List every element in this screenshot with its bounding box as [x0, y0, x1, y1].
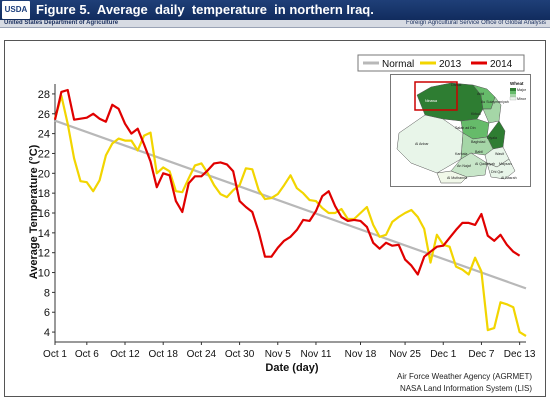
map-legend: Wheat Major Minor — [509, 81, 527, 101]
figure-title: Figure 5. Average daily temperature in n… — [36, 2, 374, 17]
x-tick-label: Oct 1 — [43, 349, 67, 360]
x-tick-label: Oct 30 — [225, 349, 255, 360]
svg-text:Dahuk: Dahuk — [451, 83, 462, 87]
y-tick-label: 8 — [44, 287, 50, 299]
svg-text:Diyala: Diyala — [487, 136, 497, 140]
legend: Normal 2013 2014 — [357, 54, 525, 72]
y-tick-label: 6 — [44, 307, 50, 319]
series-line-normal — [54, 119, 527, 290]
y-tick-label: 20 — [38, 168, 50, 180]
svg-text:Al Basrah: Al Basrah — [501, 176, 517, 180]
usda-logo: USDA — [2, 1, 30, 19]
y-tick-label: 22 — [38, 148, 50, 160]
x-tick-label: Nov 11 — [300, 349, 331, 360]
svg-text:Karbala: Karbala — [455, 152, 467, 156]
y-tick-label: 24 — [38, 129, 50, 141]
x-tick-label: Dec 7 — [468, 349, 495, 360]
header-banner: USDA Figure 5. Average daily temperature… — [0, 0, 550, 20]
x-tick-label: Oct 6 — [75, 349, 99, 360]
x-tick-label: Oct 18 — [148, 349, 178, 360]
svg-text:Al Muthanna: Al Muthanna — [447, 176, 467, 180]
svg-text:Wasit: Wasit — [495, 152, 504, 156]
y-tick-label: 4 — [44, 327, 50, 339]
axes-layer: 4 6 8 10 12 14 16 18 20 22 24 26 28 Oct 1 Oct 6 Oct 12 O… — [38, 84, 536, 360]
y-axis-label: Average Temperature (°C) — [28, 144, 40, 279]
legend-label-normal: Normal — [382, 59, 414, 70]
svg-text:Salah ad Din: Salah ad Din — [455, 126, 476, 130]
series-line-2014 — [53, 88, 521, 276]
svg-text:Arbil: Arbil — [477, 92, 484, 96]
svg-text:Maysan: Maysan — [499, 162, 512, 166]
iraq-provinces — [396, 82, 516, 184]
map-legend-major: Major — [517, 88, 527, 92]
x-tick-label: Dec 1 — [430, 349, 457, 360]
svg-text:Kirkuk: Kirkuk — [471, 112, 481, 116]
svg-text:Baghdad: Baghdad — [471, 140, 485, 144]
y-tick-label: 14 — [38, 228, 50, 240]
agency-name: United States Department of Agriculture — [4, 20, 119, 26]
y-tick-label: 28 — [38, 89, 50, 101]
map-legend-minor: Minor — [517, 97, 527, 101]
svg-text:Al Qadisiyah: Al Qadisiyah — [475, 162, 495, 166]
credit-line-2: NASA Land Information System (LIS) — [399, 384, 532, 393]
credit-line-1: Air Force Weather Agency (AGRMET) — [397, 372, 532, 381]
y-tick-label: 12 — [38, 248, 50, 260]
x-tick-label: Dec 13 — [504, 349, 536, 360]
x-tick-label: Oct 12 — [110, 349, 140, 360]
map-graphic: Dahuk Arbil Ninawa As Sulaymaniyah Kirku… — [396, 81, 527, 184]
x-axis-label: Date (day) — [265, 362, 319, 374]
y-tick-label: 18 — [38, 188, 50, 200]
x-tick-label: Oct 24 — [187, 349, 217, 360]
svg-text:As Sulaymaniyah: As Sulaymaniyah — [481, 100, 509, 104]
y-tick-label: 10 — [38, 268, 50, 280]
map-legend-title: Wheat — [510, 81, 524, 86]
svg-text:An Najaf: An Najaf — [457, 164, 471, 168]
agency-bar: United States Department of Agriculture … — [0, 20, 550, 28]
svg-text:Babil: Babil — [475, 150, 483, 154]
legend-label-2013: 2013 — [439, 59, 462, 70]
chart-frame — [4, 40, 546, 397]
legend-label-2014: 2014 — [490, 59, 513, 70]
svg-text:Ninawa: Ninawa — [425, 99, 437, 103]
series-layer — [53, 88, 527, 337]
svg-text:Al Anbar: Al Anbar — [415, 142, 429, 146]
office-name: Foreign Agricultural Service Office of G… — [406, 20, 546, 26]
study-area-box — [414, 81, 458, 111]
x-tick-label: Nov 5 — [265, 349, 292, 360]
y-tick-label: 16 — [38, 208, 50, 220]
series-line-2013 — [53, 94, 527, 337]
iraq-wheat-map: Dahuk Arbil Ninawa As Sulaymaniyah Kirku… — [390, 74, 531, 187]
x-tick-label: Nov 18 — [345, 349, 377, 360]
y-tick-label: 26 — [38, 109, 50, 121]
province-labels: Dahuk Arbil Ninawa As Sulaymaniyah Kirku… — [415, 83, 517, 180]
svg-text:Dhi Qar: Dhi Qar — [491, 170, 504, 174]
x-tick-label: Nov 25 — [389, 349, 421, 360]
